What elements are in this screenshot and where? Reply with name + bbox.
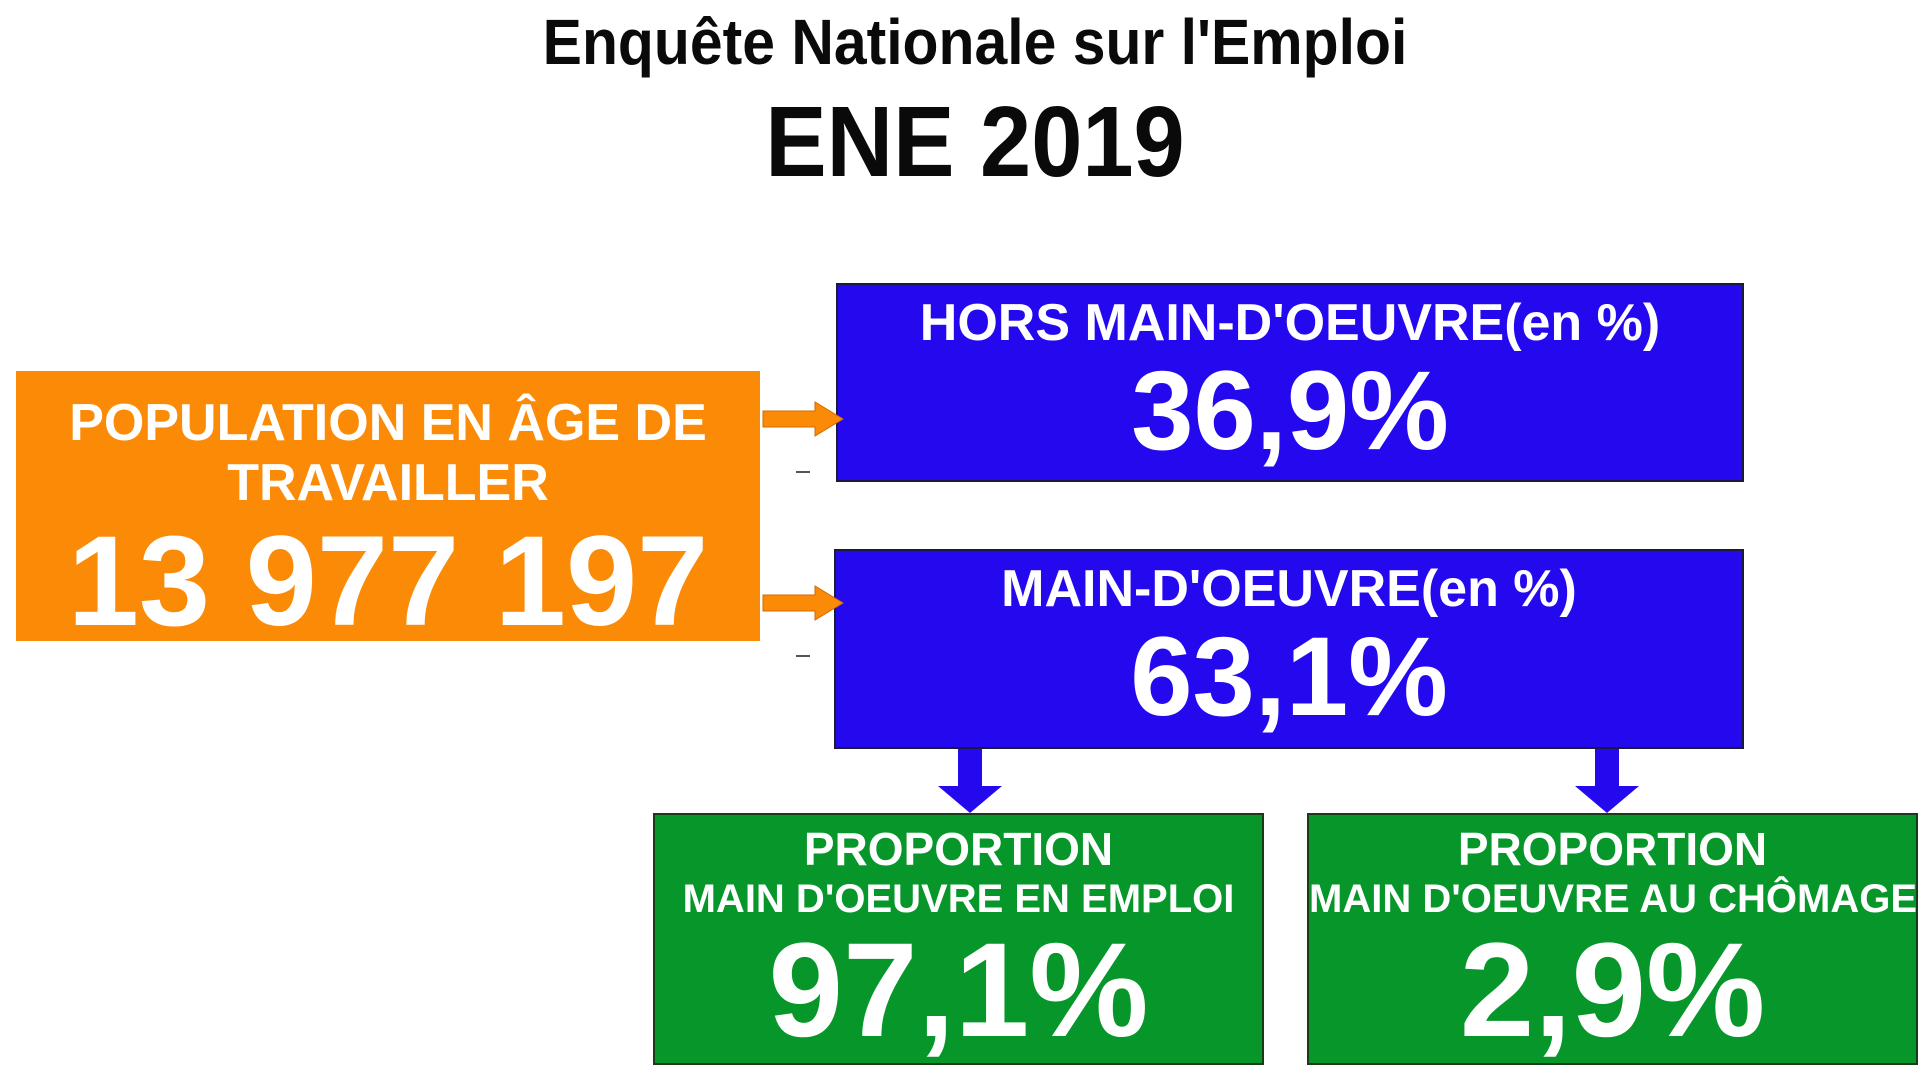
arrow-down-icon (938, 749, 1002, 813)
page-subtitle: ENE 2019 (765, 86, 1185, 198)
emploi-label-line2: MAIN D'OEUVRE EN EMPLOI (682, 877, 1235, 921)
arrow-right-icon (762, 585, 844, 621)
hors-main-oeuvre-label: HORS MAIN-D'OEUVRE(en %) (919, 294, 1661, 352)
chomage-value: 2,9% (1459, 916, 1766, 1065)
emploi-label-line1: PROPORTION (803, 823, 1114, 875)
population-label: POPULATION EN ÂGE DE TRAVAILLER (69, 394, 707, 512)
main-oeuvre-box: MAIN-D'OEUVRE(en %) 63,1% (834, 549, 1744, 749)
main-oeuvre-label: MAIN-D'OEUVRE(en %) (1001, 560, 1577, 618)
mark-dot (796, 655, 810, 657)
mark-dot (796, 471, 810, 473)
emploi-box: PROPORTION MAIN D'OEUVRE EN EMPLOI 97,1% (653, 813, 1264, 1065)
population-box: POPULATION EN ÂGE DE TRAVAILLER 13 977 1… (16, 371, 760, 647)
hors-main-oeuvre-box: HORS MAIN-D'OEUVRE(en %) 36,9% (836, 283, 1744, 482)
chomage-label-line2: MAIN D'OEUVRE AU CHÔMAGE (1309, 877, 1918, 921)
population-value: 13 977 197 (67, 510, 709, 653)
arrow-down-icon (1575, 749, 1639, 813)
chomage-box: PROPORTION MAIN D'OEUVRE AU CHÔMAGE 2,9% (1307, 813, 1918, 1065)
hors-main-oeuvre-value: 36,9% (1131, 348, 1449, 473)
chomage-label-line1: PROPORTION (1457, 823, 1768, 875)
main-oeuvre-value: 63,1% (1130, 614, 1448, 739)
arrow-right-icon (762, 401, 844, 437)
emploi-value: 97,1% (768, 916, 1149, 1065)
page-title: Enquête Nationale sur l'Emploi (542, 6, 1408, 78)
